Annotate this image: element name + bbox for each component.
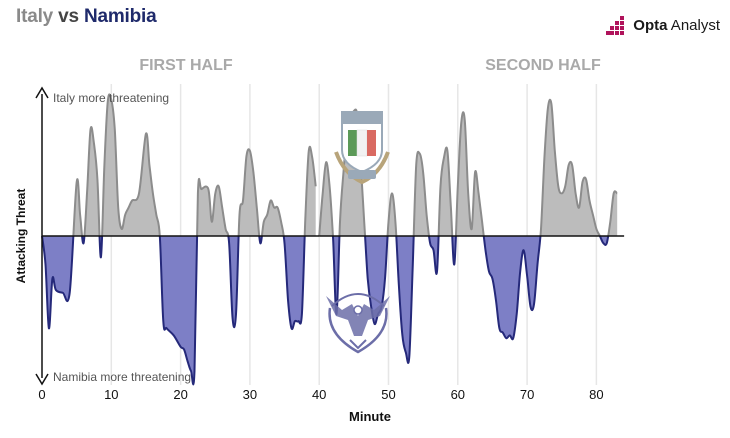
x-tick-label-80: 80 (589, 387, 603, 402)
brand-name: Opta Analyst (633, 17, 720, 34)
x-tick-label-30: 30 (243, 387, 257, 402)
title-team-italy: Italy (16, 6, 54, 27)
opta-analyst-brand: Opta Analyst (606, 14, 720, 36)
second-half-label: SECOND HALF (485, 57, 601, 74)
italy-threat-line-second (318, 98, 618, 236)
y-axis-arrow-up-icon (35, 86, 49, 99)
x-axis-label: Minute (349, 409, 391, 424)
x-axis-ticks: 0 10 20 30 40 50 60 70 80 (38, 387, 603, 402)
annotation-namibia-more-threatening: Namibia more threatening (53, 370, 191, 384)
x-tick-label-10: 10 (104, 387, 118, 402)
italy-threat-line-first (42, 93, 317, 236)
x-tick-label-40: 40 (312, 387, 326, 402)
x-tick-label-70: 70 (520, 387, 534, 402)
namibia-rugby-crest-icon (326, 293, 390, 354)
title-vs: vs (58, 6, 79, 27)
namibia-threat-line-first (41, 236, 306, 386)
italy-threat-area-first (42, 94, 316, 236)
brand-name-rest: Analyst (667, 16, 720, 34)
chart-title: Italy vs Namibia (16, 6, 157, 28)
namibia-threat-line-second (319, 236, 610, 364)
x-tick-label-60: 60 (451, 387, 465, 402)
series-areas (41, 93, 618, 386)
y-axis-label: Attacking Threat (14, 189, 28, 284)
namibia-threat-area-first (42, 236, 316, 385)
x-tick-label-50: 50 (381, 387, 395, 402)
first-half-label: FIRST HALF (139, 57, 233, 74)
y-axis-arrow-down-icon (35, 373, 49, 386)
opta-logo-icon (606, 16, 625, 35)
annotation-italy-more-threatening: Italy more threatening (53, 91, 169, 105)
brand-name-bold: Opta (633, 16, 668, 34)
x-tick-label-0: 0 (38, 387, 45, 402)
namibia-threat-area-second (319, 236, 618, 363)
title-team-namibia: Namibia (83, 6, 157, 27)
italy-rugby-crest-icon (334, 111, 390, 185)
x-tick-label-20: 20 (173, 387, 187, 402)
